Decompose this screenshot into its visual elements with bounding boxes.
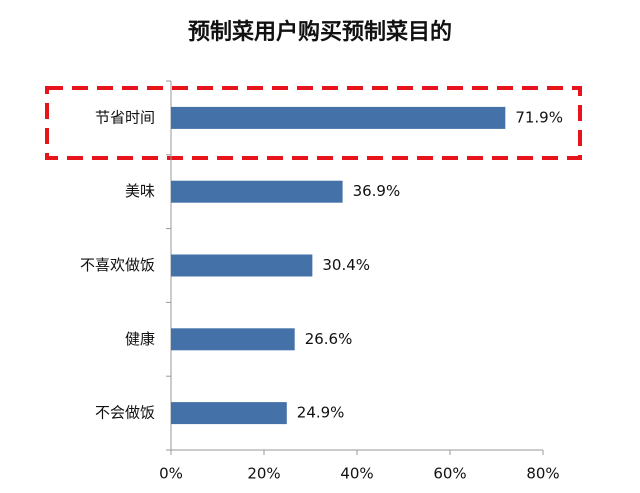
value-label: 24.9% xyxy=(297,404,345,422)
y-tick-label: 节省时间 xyxy=(95,108,155,126)
value-label: 30.4% xyxy=(322,256,370,274)
bar xyxy=(171,402,287,425)
bar xyxy=(171,328,295,351)
bar xyxy=(171,106,506,129)
x-tick-label: 80% xyxy=(526,465,559,483)
x-tick-label: 40% xyxy=(340,465,373,483)
bar xyxy=(171,254,313,277)
y-tick-label: 不会做饭 xyxy=(95,404,155,422)
y-tick-label: 不喜欢做饭 xyxy=(80,256,155,274)
x-tick-label: 60% xyxy=(433,465,466,483)
value-label: 26.6% xyxy=(305,330,353,348)
value-label: 71.9% xyxy=(515,108,563,126)
value-label: 36.9% xyxy=(353,182,401,200)
bar xyxy=(171,180,343,203)
y-tick-label: 美味 xyxy=(125,182,155,200)
chart-title: 预制菜用户购买预制菜目的 xyxy=(188,19,452,45)
x-tick-label: 20% xyxy=(247,465,280,483)
x-tick-label: 0% xyxy=(159,465,183,483)
y-tick-label: 健康 xyxy=(125,330,155,348)
